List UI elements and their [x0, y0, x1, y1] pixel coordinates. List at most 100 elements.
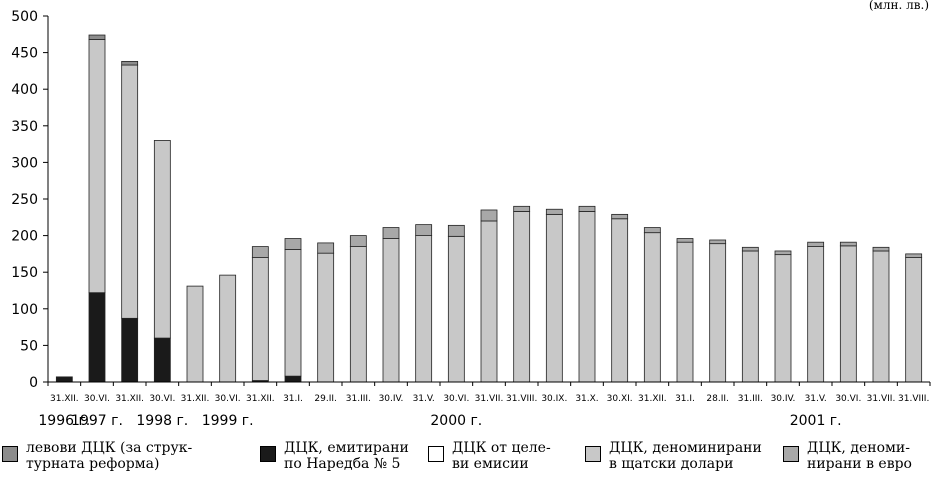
bar-segment — [447, 224, 465, 237]
x-tick-label: 28.II. — [706, 394, 728, 404]
year-label: 2001 г. — [790, 413, 842, 429]
x-tick-label: 30.IX. — [541, 394, 567, 404]
bar-segment — [480, 220, 498, 383]
bar-segment — [905, 253, 923, 258]
x-tick-label: 31.VIII. — [898, 394, 929, 404]
bar-segment — [578, 205, 596, 212]
bar-segment — [284, 238, 302, 250]
bar-segment — [872, 250, 890, 383]
x-tick-label: 31.VIII. — [506, 394, 537, 404]
bar-segment — [545, 208, 563, 215]
bar-segment — [611, 213, 629, 220]
legend-label: левови ДЦК (за струк- турната реформа) — [26, 440, 193, 472]
legend-swatch — [260, 446, 276, 462]
bar-segment — [55, 376, 73, 383]
bar-segment — [88, 34, 106, 40]
bar-segment — [741, 246, 759, 252]
x-tick-label: 30.VI. — [215, 394, 241, 404]
bar-segment — [382, 227, 400, 239]
x-tick-label: 31.XII. — [181, 394, 210, 404]
bar-segment — [872, 246, 890, 252]
x-tick-label: 31.I. — [675, 394, 695, 404]
x-tick-label: 30.VI. — [84, 394, 110, 404]
legend-swatch — [783, 446, 799, 462]
x-tick-label: 30.IV. — [771, 394, 796, 404]
bar-segment — [741, 250, 759, 383]
x-tick-label: 30.XI. — [607, 394, 633, 404]
bar-segment — [839, 245, 857, 383]
bar-segment — [415, 224, 433, 236]
bar-segment — [513, 211, 531, 383]
bar-segment — [709, 243, 727, 383]
year-labels: 1996 г.1997 г. 1998 г. 1999 г. 2000 г. 2001 … — [38, 413, 841, 429]
bar-segment — [153, 337, 171, 383]
year-label: 1996 г. — [38, 413, 90, 429]
bar-segment — [121, 317, 139, 383]
year-label: 1999 г. — [202, 413, 254, 429]
year-label: 1997 г. — [71, 413, 123, 429]
x-tick-label: 30.VI. — [149, 394, 175, 404]
year-label: 2000 г. — [430, 413, 482, 429]
bar-segment — [219, 274, 237, 383]
bar-segment — [807, 246, 825, 383]
bars-layer — [55, 34, 923, 383]
x-tick-label: 31.XII. — [115, 394, 144, 404]
x-tick-label: 30.VI. — [835, 394, 861, 404]
chart-canvas: 0 50 100 150 200 250 300 350 400 450 500 31.XII. 30… — [11, 9, 931, 429]
x-tick-label: 31.VII. — [475, 394, 504, 404]
bar-segment — [905, 257, 923, 383]
y-tick-label: 100 — [11, 302, 38, 318]
bar-segment — [88, 39, 106, 294]
legend-label: ДЦК, емитирани по Наредба № 5 — [284, 440, 409, 472]
bar-segment — [251, 257, 269, 381]
x-tick-label: 30.VI. — [443, 394, 469, 404]
legend-item-usd: ДЦК, деноминирани в щатски долари — [585, 440, 762, 472]
x-tick-label: 29.II. — [314, 394, 336, 404]
bar-segment — [643, 232, 661, 383]
x-tick-label: 31.V. — [413, 394, 435, 404]
legend-label: ДЦК, деноминирани в щатски долари — [609, 440, 762, 472]
legend-swatch — [2, 446, 18, 462]
bar-segment — [480, 209, 498, 222]
x-tick-label: 31.III. — [738, 394, 763, 404]
bar-segment — [415, 235, 433, 383]
bar-segment — [611, 218, 629, 383]
bar-segment — [153, 140, 171, 339]
x-tick-label: 31.VII. — [867, 394, 896, 404]
x-tick-label: 31.III. — [346, 394, 371, 404]
year-label: 1998 г. — [136, 413, 188, 429]
legend-label: ДЦК, деноми- нирани в евро — [807, 440, 912, 472]
bar-segment — [317, 252, 335, 383]
legend-item-ordinance-5: ДЦК, емитирани по Наредба № 5 — [260, 440, 409, 472]
bar-segment — [382, 238, 400, 383]
y-tick-label: 250 — [11, 192, 38, 208]
y-tick-label: 0 — [29, 375, 38, 391]
bar-segment — [513, 205, 531, 212]
bar-segment — [349, 246, 367, 383]
bar-segment — [676, 238, 694, 243]
bar-segment — [643, 227, 661, 234]
y-tick-label: 500 — [11, 9, 38, 25]
x-tick-label: 31.V. — [805, 394, 827, 404]
legend-item-bgn-structural: левови ДЦК (за струк- турната реформа) — [2, 440, 192, 472]
x-tick-label: 31.XII. — [50, 394, 79, 404]
bar-segment — [317, 242, 335, 254]
x-tick-label: 31.XII. — [638, 394, 667, 404]
x-tick-label: 31.XII. — [246, 394, 275, 404]
x-tick-label: 31.X. — [575, 394, 598, 404]
bar-segment — [774, 250, 792, 256]
legend-label: ДЦК от целе- ви емисии — [452, 440, 551, 472]
x-axis-labels: 31.XII. 30.VI. 31.XII. 30.VI. 31.XII. 30.VI. 3… — [47, 382, 931, 404]
bar-segment — [284, 249, 302, 377]
y-tick-label: 400 — [11, 82, 38, 98]
bar-segment — [709, 239, 727, 245]
unit-label: (млн. лв.) — [868, 0, 929, 12]
legend: левови ДЦК (за струк- турната реформа) Д… — [0, 434, 933, 480]
bar-segment — [186, 285, 204, 383]
x-tick-label: 31.I. — [283, 394, 303, 404]
bar-segment — [251, 246, 269, 258]
legend-item-eur: ДЦК, деноми- нирани в евро — [783, 440, 912, 472]
y-tick-label: 300 — [11, 155, 38, 171]
bar-segment — [121, 64, 139, 319]
bar-segment — [545, 213, 563, 383]
